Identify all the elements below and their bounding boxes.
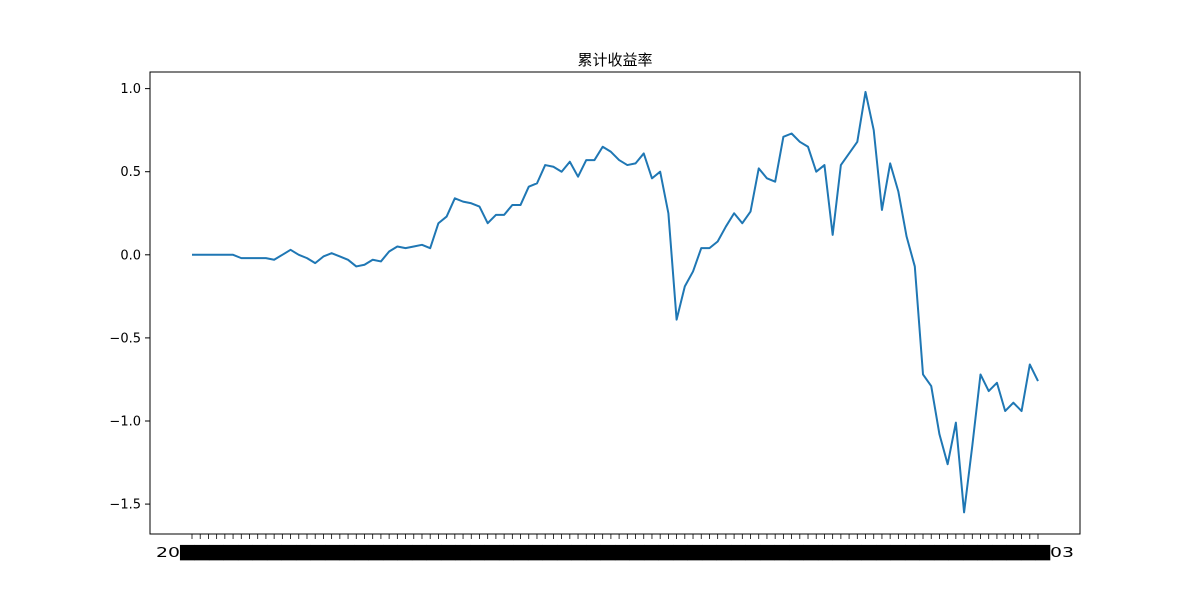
y-tick-label: 1.0: [120, 82, 141, 97]
x-tick-labels-overlapping: 20██████████████████████████████████████…: [156, 544, 1074, 561]
series-group: [192, 90, 1039, 514]
y-tick-label: 0.0: [120, 248, 141, 263]
plot-frame: [149, 71, 1081, 535]
y-tick-label: 0.5: [120, 165, 141, 180]
y-tick-label: −1.5: [109, 498, 141, 513]
y-tick-label: −0.5: [109, 331, 141, 346]
y-tick-label: −1.0: [109, 414, 141, 429]
chart-title: 累计收益率: [577, 51, 652, 69]
y-axis: 1.0 0.5 0.0 −0.5 −1.0 −1.5: [109, 82, 150, 513]
series-line: [192, 90, 1039, 514]
x-axis: 20██████████████████████████████████████…: [156, 534, 1074, 561]
